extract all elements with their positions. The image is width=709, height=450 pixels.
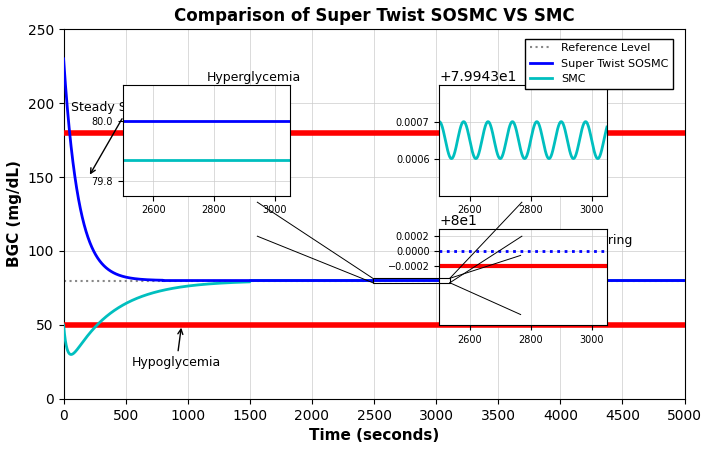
Super Twist SOSMC <box>214 278 223 283</box>
Title: Comparison of Super Twist SOSMC VS SMC: Comparison of Super Twist SOSMC VS SMC <box>174 7 574 25</box>
SMC <box>67 352 75 357</box>
X-axis label: Time (seconds): Time (seconds) <box>309 428 439 443</box>
Text: 79.9998: 79.9998 <box>450 283 491 293</box>
Super Twist SOSMC <box>353 278 362 283</box>
Super Twist SOSMC <box>159 278 167 283</box>
Super Twist SOSMC <box>458 278 467 283</box>
SMC <box>640 278 649 283</box>
Line: SMC: SMC <box>64 280 685 355</box>
Reference Level <box>60 278 68 283</box>
Super Twist SOSMC <box>60 56 68 62</box>
SMC <box>458 278 467 283</box>
Legend: Reference Level, Super Twist SOSMC, SMC: Reference Level, Super Twist SOSMC, SMC <box>525 39 673 89</box>
Text: 79.9436: 79.9436 <box>481 158 520 167</box>
SMC <box>245 278 254 283</box>
Text: 80.0002: 80.0002 <box>450 268 491 278</box>
SMC <box>435 278 443 283</box>
Text: 79.9437: 79.9437 <box>481 125 520 135</box>
SMC <box>214 280 223 286</box>
SMC <box>353 278 362 283</box>
Super Twist SOSMC <box>681 278 689 283</box>
Super Twist SOSMC <box>640 278 649 283</box>
Y-axis label: BGC (mg/dL): BGC (mg/dL) <box>7 161 22 267</box>
SMC <box>60 322 68 328</box>
Text: Steady State Error: Steady State Error <box>71 100 186 173</box>
SMC <box>504 278 513 283</box>
Bar <box>373 278 450 283</box>
Reference Level <box>60 278 68 283</box>
Super Twist SOSMC <box>435 278 443 283</box>
SMC <box>681 278 689 283</box>
Super Twist SOSMC <box>504 278 513 283</box>
Text: Chattering: Chattering <box>566 234 633 279</box>
Line: Super Twist SOSMC: Super Twist SOSMC <box>64 59 685 280</box>
Text: Hyperglycemia: Hyperglycemia <box>206 71 301 126</box>
Text: Hypoglycemia: Hypoglycemia <box>132 329 221 369</box>
